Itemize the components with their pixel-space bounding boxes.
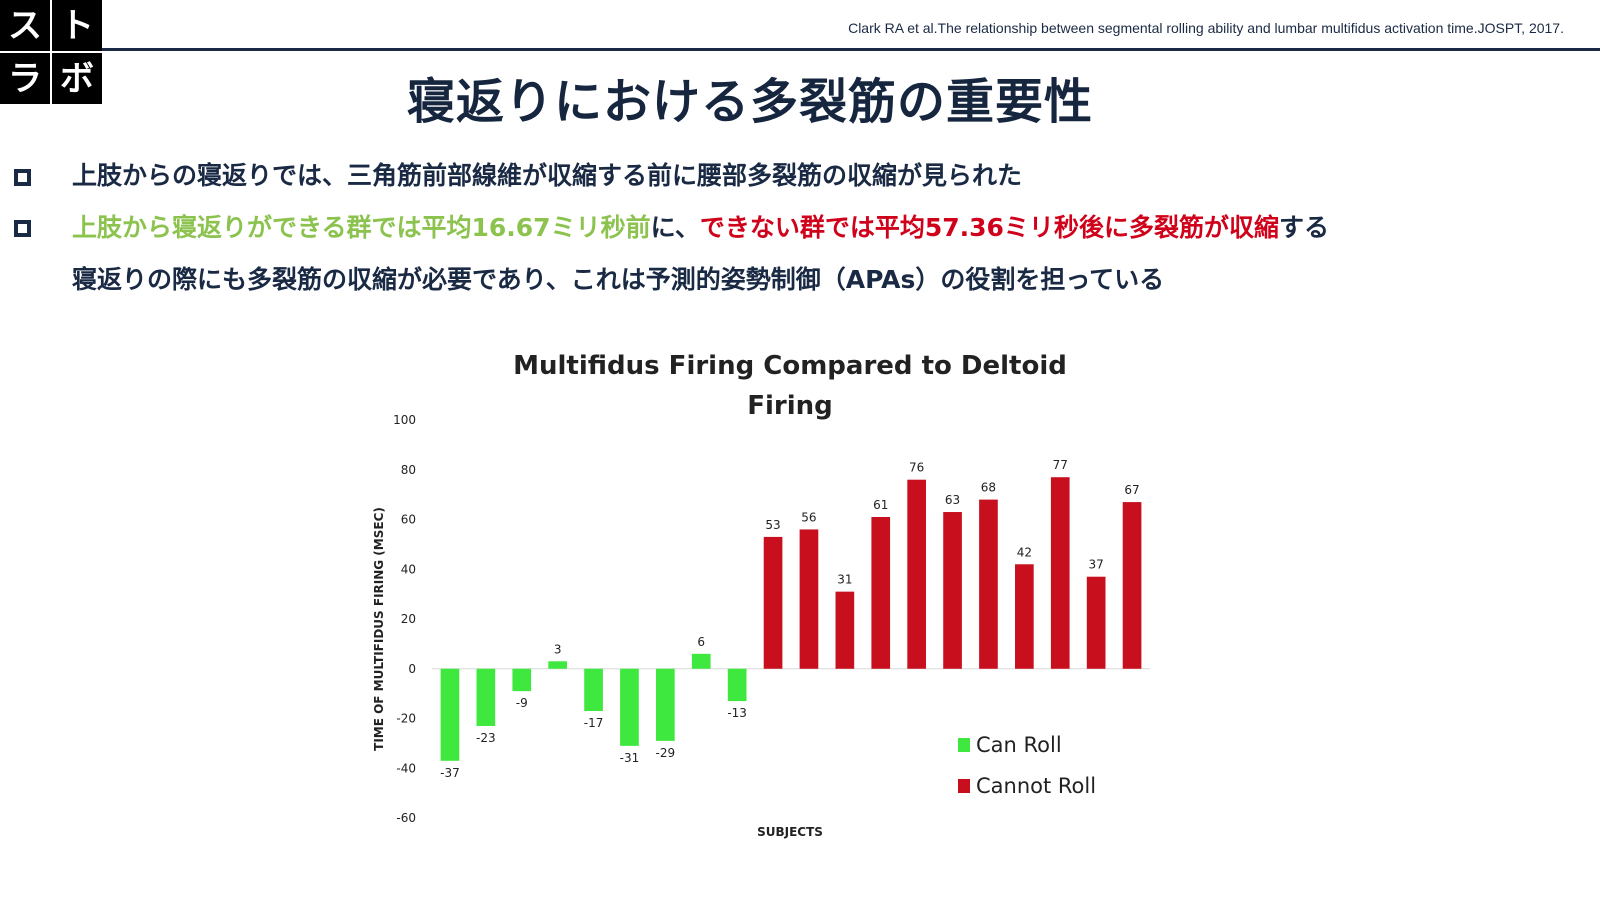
data-label: -9	[516, 696, 528, 710]
legend-swatch	[958, 738, 970, 752]
bullet-line-3: 寝返りの際にも多裂筋の収縮が必要であり、これは予測的姿勢制御（APAs）の役割を…	[72, 265, 1165, 294]
bar-cannot-roll	[799, 529, 819, 669]
bar-cannot-roll	[979, 499, 998, 669]
logo-char: ラ	[0, 53, 50, 104]
chart-title: Firing	[747, 391, 833, 421]
connector-text: に、	[650, 213, 700, 242]
data-label: 67	[1124, 483, 1139, 497]
chart-title: Multifidus Firing Compared to Deltoid	[513, 351, 1067, 381]
data-label: 37	[1089, 558, 1104, 572]
logo-char: ト	[52, 0, 102, 51]
data-label: 6	[697, 635, 705, 649]
can-roll-summary: 上肢から寝返りができる群では平均16.67ミリ秒前	[72, 213, 651, 242]
bar-cannot-roll	[1015, 564, 1034, 669]
data-label: -37	[440, 766, 460, 780]
bar-can-roll	[656, 668, 675, 741]
y-tick-label: -40	[396, 761, 416, 775]
data-label: 77	[1053, 458, 1068, 472]
bullet-line-1: 上肢からの寝返りでは、三角筋前部線維が収縮する前に腰部多裂筋の収縮が見られた	[72, 161, 1023, 190]
bar-cannot-roll	[1122, 502, 1142, 669]
bar-cannot-roll	[835, 591, 855, 669]
logo-char: ボ	[52, 53, 102, 104]
suffix-text: する	[1278, 213, 1329, 242]
bar-can-roll	[691, 653, 711, 669]
citation: Clark RA et al.The relationship between …	[848, 20, 1564, 36]
bar-can-roll	[584, 668, 603, 712]
logo-char: ス	[0, 0, 50, 51]
x-axis-title: SUBJECTS	[757, 825, 823, 839]
bar-cannot-roll	[943, 512, 962, 669]
y-tick-label: 100	[393, 413, 416, 427]
data-label: 68	[981, 481, 996, 495]
data-label: -23	[476, 731, 496, 745]
data-label: 42	[1017, 545, 1032, 559]
y-tick-label: 80	[401, 463, 416, 477]
bar-can-roll	[727, 668, 747, 702]
y-tick-label: 20	[401, 612, 416, 626]
legend-swatch	[958, 779, 970, 793]
data-label: 53	[765, 518, 780, 532]
bar-can-roll	[512, 668, 532, 692]
data-label: 61	[873, 498, 888, 512]
data-label: 3	[554, 642, 562, 656]
cannot-roll-summary: できない群では平均57.36ミリ秒後に多裂筋が収縮	[699, 213, 1279, 242]
bar-cannot-roll	[907, 479, 926, 669]
legend-label: Can Roll	[976, 733, 1062, 757]
data-label: 76	[909, 461, 924, 475]
logo: ス ト ラ ボ	[0, 0, 102, 104]
y-tick-label: 60	[401, 513, 416, 527]
legend-label: Cannot Roll	[976, 774, 1096, 798]
data-label: 56	[801, 510, 816, 524]
y-tick-label: 0	[408, 662, 416, 676]
y-tick-label: 40	[401, 562, 416, 576]
y-tick-label: -20	[396, 712, 416, 726]
bullet-square-icon	[14, 220, 31, 237]
page-title: 寝返りにおける多裂筋の重要性	[406, 74, 1093, 130]
bar-can-roll	[476, 668, 496, 726]
data-label: -31	[620, 751, 640, 765]
bullet-line-2: 上肢から寝返りができる群では平均16.67ミリ秒前に、できない群では平均57.3…	[72, 212, 1329, 244]
y-tick-label: -60	[396, 811, 416, 825]
bar-chart: Multifidus Firing Compared to Deltoid Fir…	[372, 351, 1150, 839]
data-label: -13	[727, 706, 747, 720]
bar-can-roll	[548, 661, 567, 669]
bullet-square-icon	[14, 169, 31, 186]
y-axis-title: TIME OF MULTIFIDUS FIRING (MSEC)	[372, 507, 386, 751]
bar-cannot-roll	[1050, 477, 1070, 669]
bar-can-roll	[620, 668, 639, 746]
bar-cannot-roll	[763, 536, 783, 669]
data-label: 63	[945, 493, 960, 507]
bar-cannot-roll	[1086, 576, 1106, 669]
data-label: -17	[584, 716, 604, 730]
bar-can-roll	[440, 668, 460, 761]
bar-cannot-roll	[871, 517, 891, 669]
data-label: -29	[656, 746, 676, 760]
data-label: 31	[837, 573, 852, 587]
header-divider	[102, 48, 1600, 51]
